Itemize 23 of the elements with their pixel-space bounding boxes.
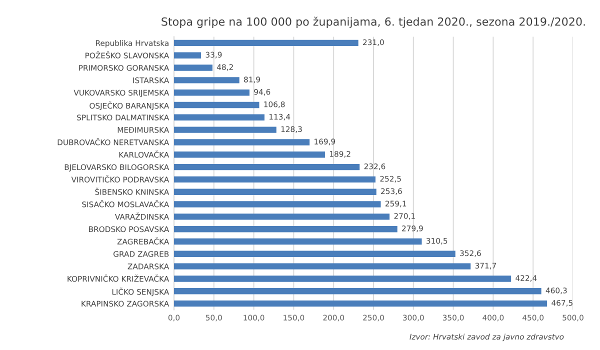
bar	[174, 288, 542, 294]
bar	[174, 64, 212, 71]
bar	[174, 176, 376, 183]
bar	[174, 300, 548, 307]
bar	[174, 201, 381, 208]
chart-title: Stopa gripe na 100 000 po županijama, 6. tjedan 2020., sezona 2019./2020.	[162, 16, 585, 28]
bar	[174, 89, 250, 96]
bar	[174, 152, 325, 158]
bar	[174, 250, 456, 258]
bar	[174, 40, 358, 46]
bar	[174, 77, 240, 84]
bar	[174, 188, 376, 195]
bar	[174, 102, 260, 108]
bar	[174, 52, 202, 58]
bar	[174, 164, 360, 170]
bar	[174, 276, 512, 282]
bar	[174, 214, 390, 220]
bar	[174, 114, 264, 121]
bar	[174, 226, 398, 232]
bar	[174, 139, 310, 146]
bar	[174, 263, 471, 270]
bar	[174, 238, 422, 245]
bar	[174, 126, 276, 133]
